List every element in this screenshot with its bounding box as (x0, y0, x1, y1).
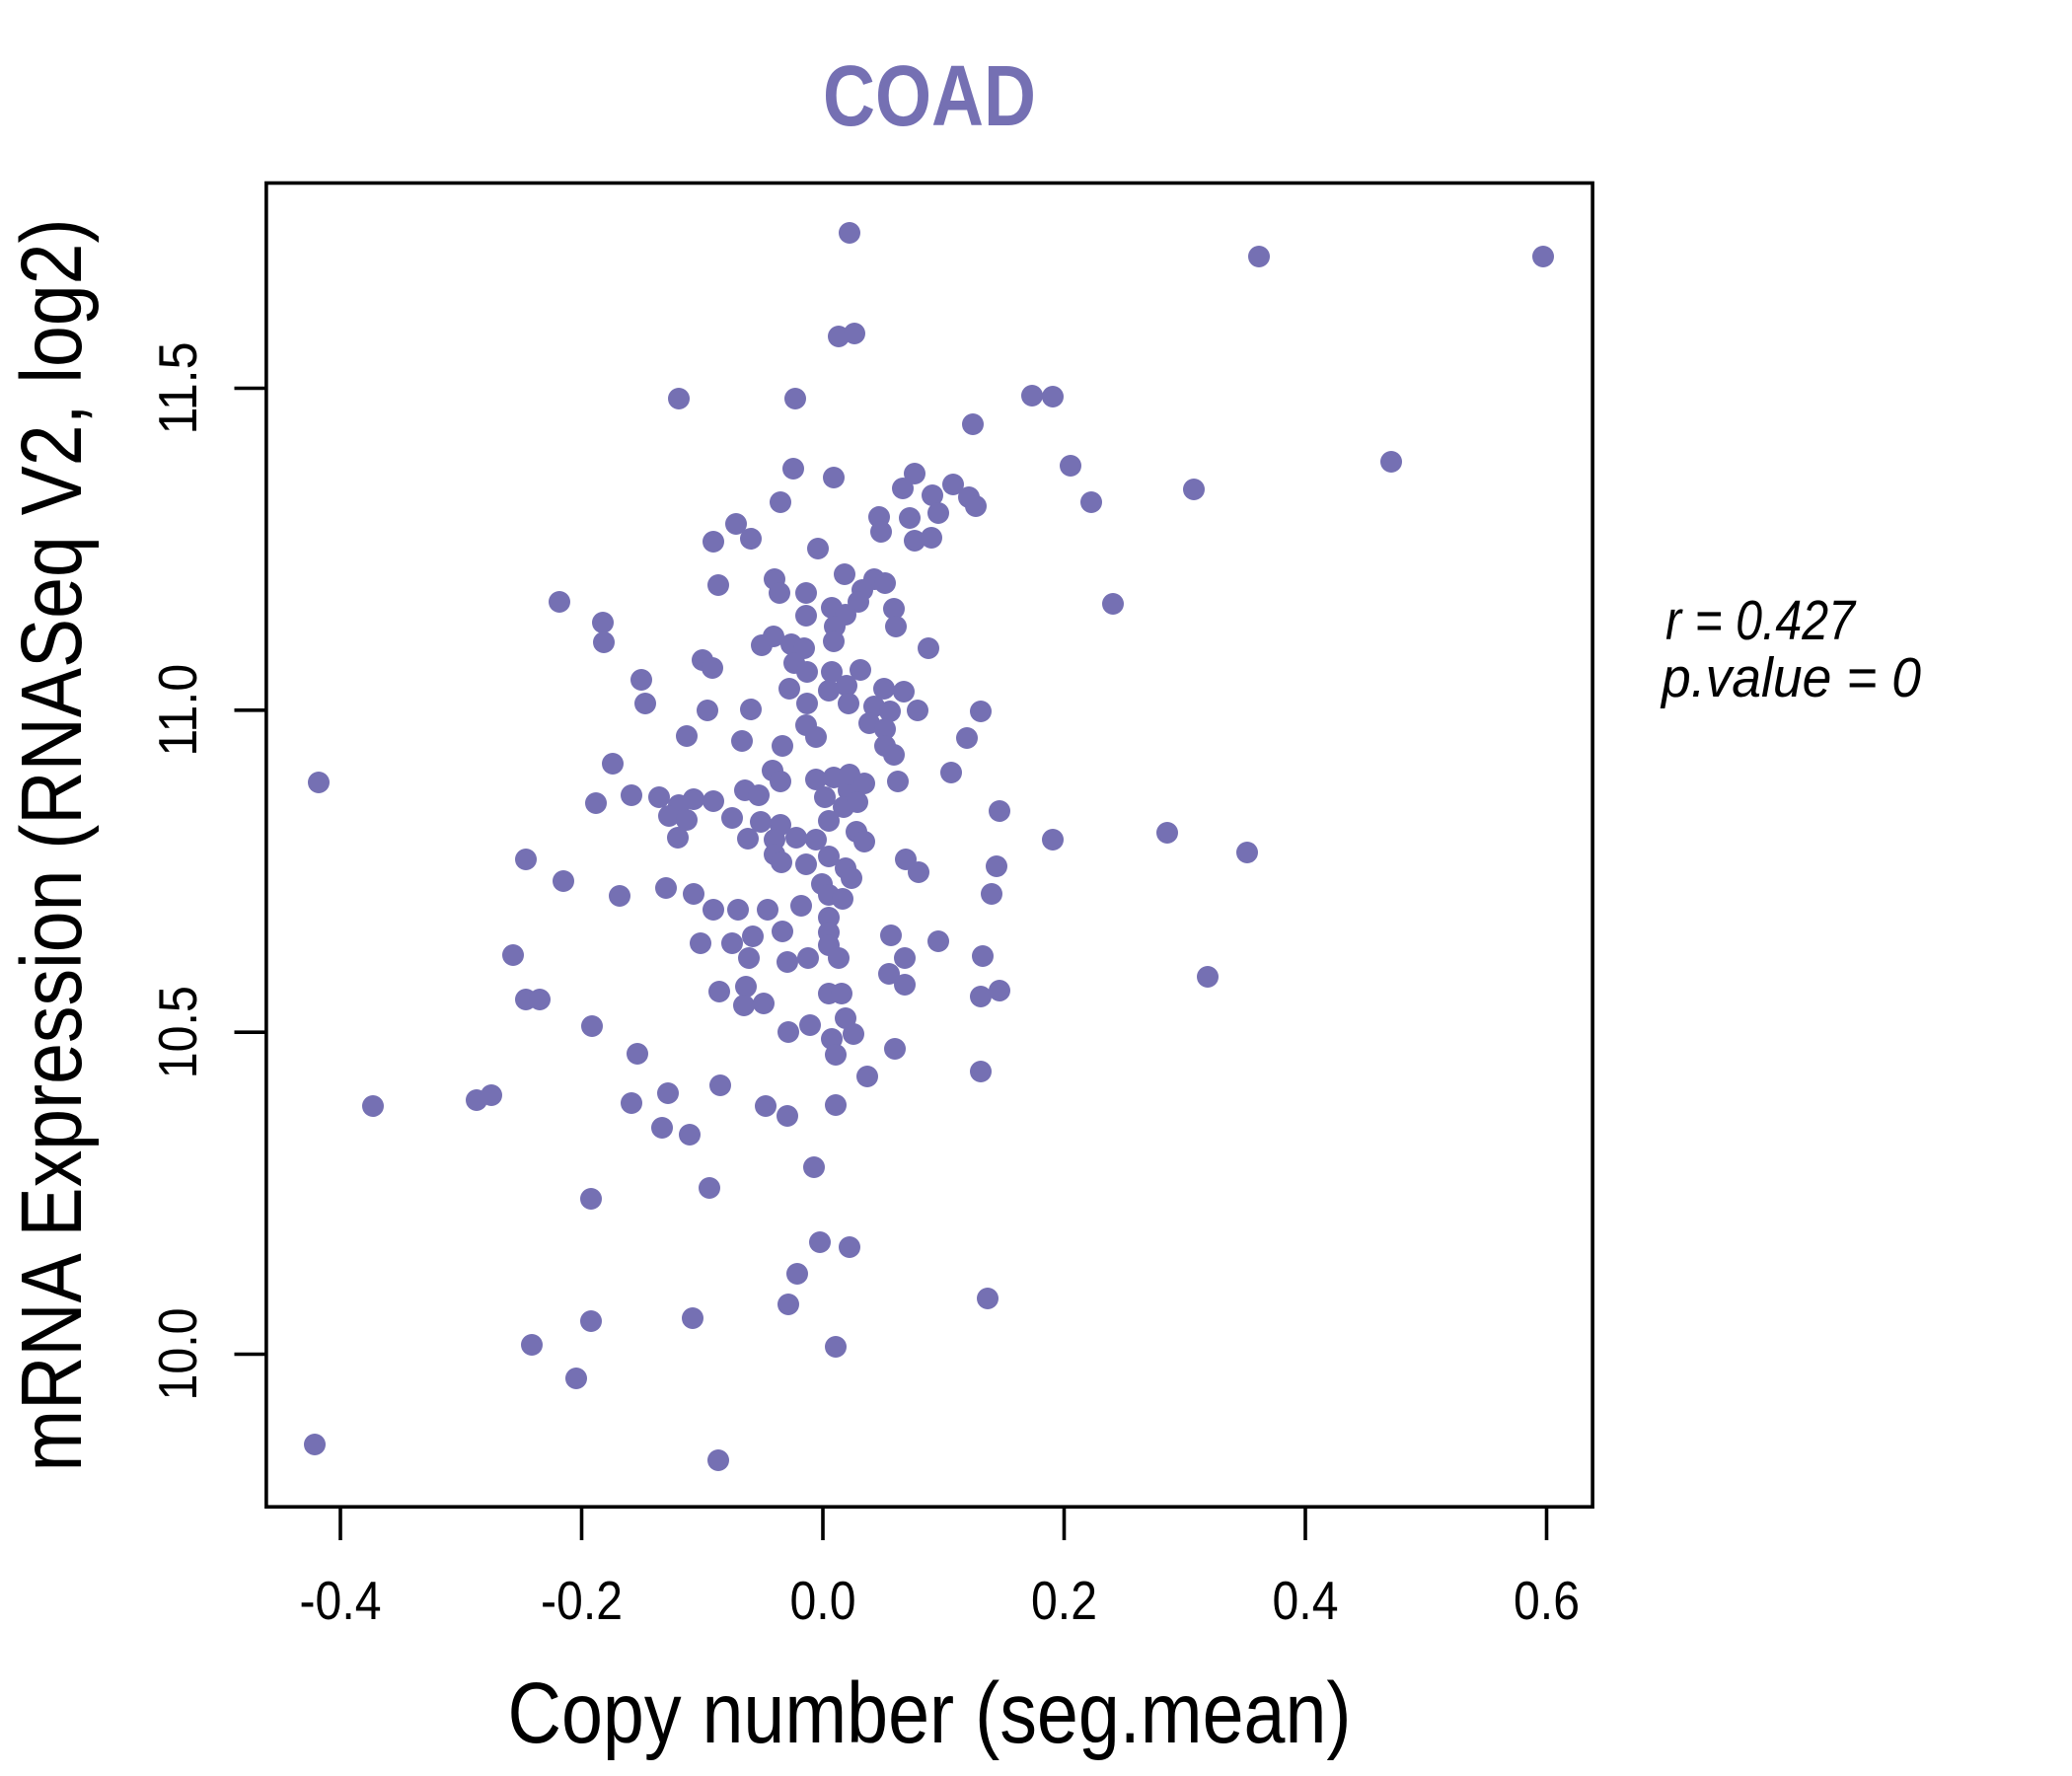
svg-text:-0.4: -0.4 (300, 1570, 382, 1631)
svg-text:mRNA Expression (RNASeq V2, lo: mRNA Expression (RNASeq V2, log2) (4, 219, 100, 1472)
svg-text:-0.2: -0.2 (541, 1570, 623, 1631)
svg-text:11.0: 11.0 (147, 664, 208, 757)
svg-text:0.2: 0.2 (1031, 1570, 1097, 1631)
svg-text:r = 0.427: r = 0.427 (1665, 589, 1857, 652)
svg-text:p.value = 0: p.value = 0 (1660, 646, 1921, 709)
svg-text:10.5: 10.5 (147, 986, 208, 1078)
svg-text:Copy number (seg.mean): Copy number (seg.mean) (508, 1665, 1352, 1761)
svg-text:10.0: 10.0 (147, 1308, 208, 1401)
svg-text:0.6: 0.6 (1514, 1570, 1580, 1631)
svg-text:11.5: 11.5 (147, 342, 208, 435)
svg-text:0.4: 0.4 (1273, 1570, 1339, 1631)
svg-text:COAD: COAD (823, 48, 1036, 144)
svg-text:0.0: 0.0 (790, 1570, 856, 1631)
